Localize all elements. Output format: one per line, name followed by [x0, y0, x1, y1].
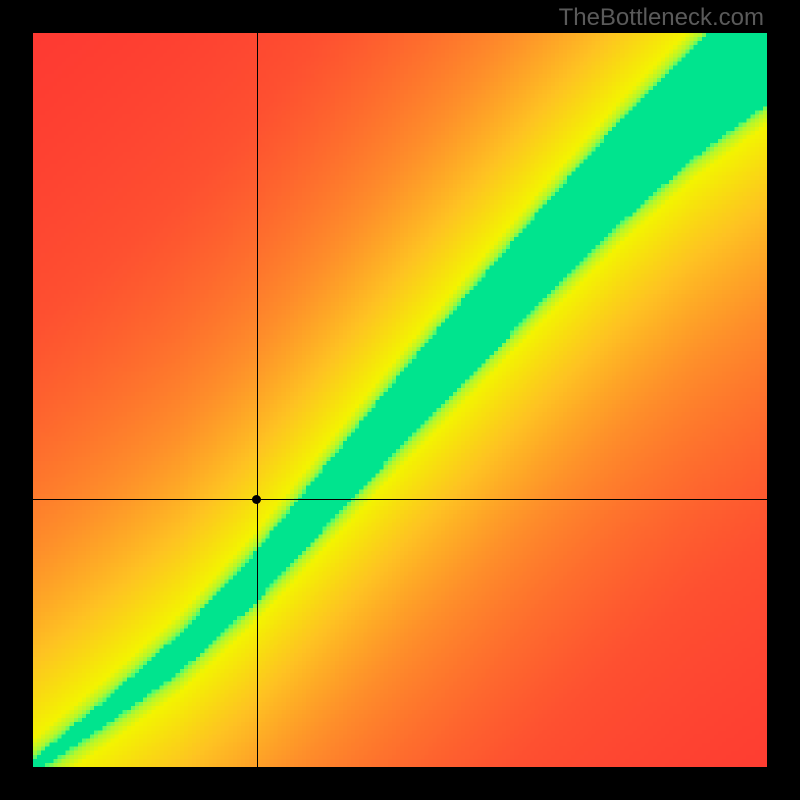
crosshair-vertical [257, 33, 258, 767]
bottleneck-heatmap [33, 33, 767, 767]
crosshair-horizontal [33, 499, 767, 500]
bottleneck-marker-dot [252, 495, 261, 504]
watermark-text: TheBottleneck.com [559, 4, 764, 32]
